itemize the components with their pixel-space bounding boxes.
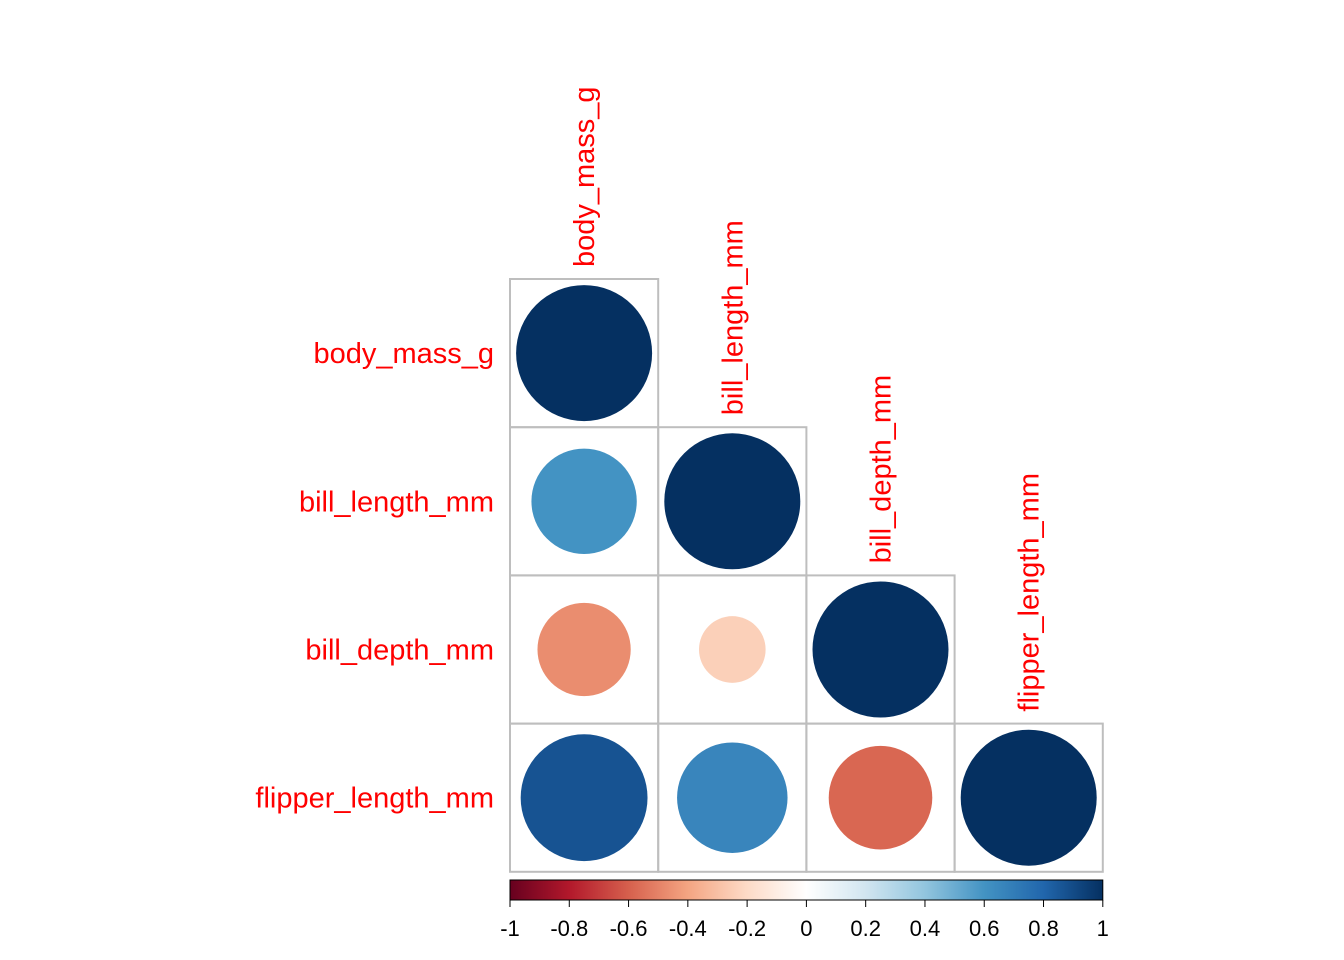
col-label-bill_depth_mm: bill_depth_mm xyxy=(866,375,898,564)
corr-circle-bill_depth_mm-bill_depth_mm xyxy=(812,581,949,718)
cell-flipper_length_mm-flipper_length_mm xyxy=(953,722,1104,873)
row-label-bill_length_mm: bill_length_mm xyxy=(299,486,494,518)
colorbar-tick-label: -0.2 xyxy=(728,916,766,941)
col-label-bill_length_mm: bill_length_mm xyxy=(717,220,749,415)
colorbar-tick-label: -0.6 xyxy=(610,916,648,941)
colorbar: -1 -0.8 -0.6 -0.4 -0.2 0 0.2 0.4 0.6 0.8 1 xyxy=(500,879,1109,941)
corr-circle-body_mass_g-body_mass_g xyxy=(516,285,653,422)
row-label-bill_depth_mm: bill_depth_mm xyxy=(305,635,494,667)
colorbar-tick-label: 1 xyxy=(1097,916,1109,941)
corr-circle-flipper_length_mm-flipper_length_mm xyxy=(960,729,1097,866)
colorbar-gradient xyxy=(509,879,1104,901)
col-label-body_mass_g: body_mass_g xyxy=(569,86,601,267)
col-label-flipper_length_mm: flipper_length_mm xyxy=(1014,473,1046,712)
colorbar-tick-label: -0.8 xyxy=(550,916,588,941)
colorbar-tick-label: 0.4 xyxy=(910,916,941,941)
labels-layer: body_mass_gbill_length_mmbill_depth_mmfl… xyxy=(255,86,1045,814)
corr-circle-bill_depth_mm-bill_length_mm xyxy=(698,616,766,683)
corr-circle-bill_length_mm-body_mass_g xyxy=(531,448,637,554)
row-label-body_mass_g: body_mass_g xyxy=(313,338,494,370)
colorbar-tick-label: 0.6 xyxy=(969,916,1000,941)
cells-layer xyxy=(509,278,1104,873)
colorbar-tick-label: -0.4 xyxy=(669,916,707,941)
colorbar-tick-label: -1 xyxy=(500,916,520,941)
corr-circle-bill_length_mm-bill_length_mm xyxy=(664,433,801,570)
row-label-flipper_length_mm: flipper_length_mm xyxy=(255,783,494,815)
colorbar-tick-label: 0 xyxy=(800,916,812,941)
corr-circle-flipper_length_mm-body_mass_g xyxy=(520,734,648,862)
colorbar-tick-label: 0.2 xyxy=(850,916,881,941)
corr-circle-flipper_length_mm-bill_depth_mm xyxy=(828,745,933,850)
colorbar-tick-label: 0.8 xyxy=(1028,916,1059,941)
corr-circle-flipper_length_mm-bill_length_mm xyxy=(677,742,788,853)
corr-circle-bill_depth_mm-body_mass_g xyxy=(537,602,631,697)
